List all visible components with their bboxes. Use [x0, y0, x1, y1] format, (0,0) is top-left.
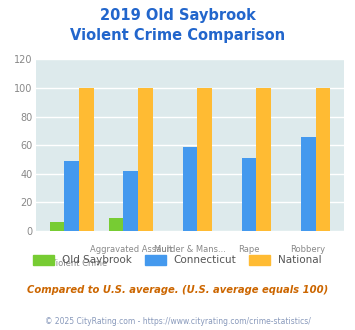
- Bar: [301, 137, 316, 231]
- Text: 2019 Old Saybrook: 2019 Old Saybrook: [99, 8, 256, 23]
- Bar: [256, 88, 271, 231]
- Bar: [79, 88, 94, 231]
- Text: Robbery: Robbery: [291, 245, 326, 254]
- Bar: [109, 218, 124, 231]
- Legend: Old Saybrook, Connecticut, National: Old Saybrook, Connecticut, National: [29, 251, 326, 270]
- Text: Murder & Mans...: Murder & Mans...: [154, 245, 226, 254]
- Text: © 2025 CityRating.com - https://www.cityrating.com/crime-statistics/: © 2025 CityRating.com - https://www.city…: [45, 317, 310, 326]
- Bar: [242, 158, 256, 231]
- Text: Rape: Rape: [238, 245, 260, 254]
- Bar: [124, 171, 138, 231]
- Text: All Violent Crime: All Violent Crime: [37, 259, 107, 268]
- Bar: [64, 161, 79, 231]
- Bar: [138, 88, 153, 231]
- Bar: [316, 88, 330, 231]
- Bar: [50, 222, 64, 231]
- Bar: [182, 147, 197, 231]
- Text: Compared to U.S. average. (U.S. average equals 100): Compared to U.S. average. (U.S. average …: [27, 285, 328, 295]
- Text: Violent Crime Comparison: Violent Crime Comparison: [70, 28, 285, 43]
- Bar: [197, 88, 212, 231]
- Text: Aggravated Assault: Aggravated Assault: [89, 245, 172, 254]
